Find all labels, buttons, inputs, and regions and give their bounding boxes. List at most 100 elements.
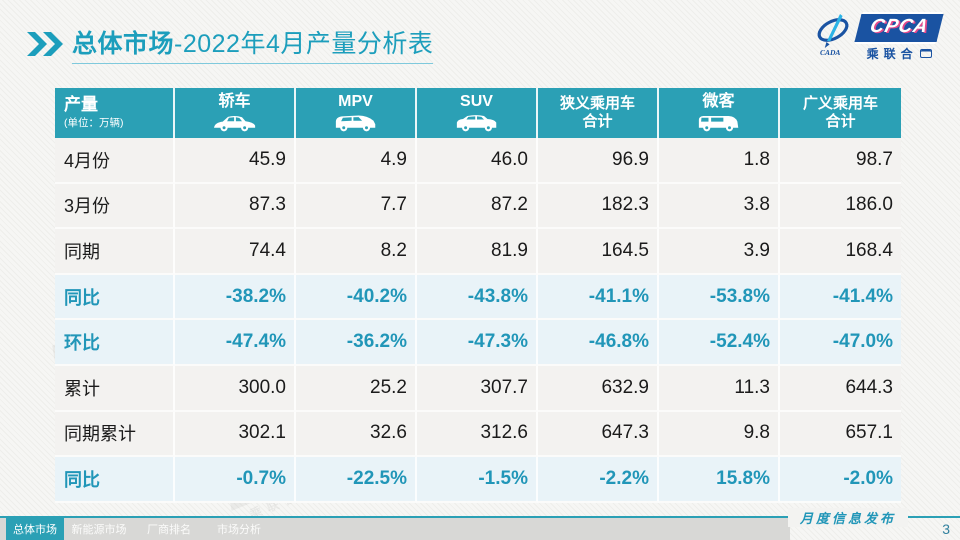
cell-narrow-total: 164.5 bbox=[538, 229, 659, 275]
column-label: 微客 bbox=[702, 93, 735, 111]
cell-mpv: 8.2 bbox=[296, 229, 417, 275]
cell-narrow-total: 182.3 bbox=[538, 183, 659, 230]
table-corner-title: 产量 bbox=[64, 94, 98, 114]
row-label: 同比 bbox=[55, 274, 175, 321]
double-chevron-right-icon bbox=[26, 30, 64, 58]
column-label: MPV bbox=[338, 93, 373, 111]
column-label: 广义乘用车 bbox=[802, 95, 878, 112]
cell-mpv: 25.2 bbox=[296, 365, 417, 412]
cell-suv: -47.3% bbox=[417, 320, 538, 366]
cell-suv: 87.2 bbox=[417, 183, 538, 230]
footer-divider-line bbox=[0, 516, 960, 518]
column-header-narrow-total: 狭义乘用车 合计 bbox=[538, 88, 659, 138]
tab-市场分析[interactable]: 市场分析 bbox=[217, 524, 261, 536]
car-grille-icon bbox=[919, 48, 932, 58]
tab-新能源市场[interactable]: 新能源市场 bbox=[71, 524, 127, 536]
cell-broad-total: 657.1 bbox=[780, 411, 901, 458]
sedan-icon bbox=[213, 113, 257, 133]
cell-mpv: -22.5% bbox=[296, 457, 417, 503]
cell-narrow-total: 632.9 bbox=[538, 365, 659, 412]
cell-suv: 46.0 bbox=[417, 138, 538, 184]
row-label: 累计 bbox=[55, 365, 175, 412]
section-tab-bar: 总体市场 新能源市场 厂商排名 市场分析 bbox=[0, 518, 790, 540]
row-label: 环比 bbox=[55, 320, 175, 366]
cell-minibus: 1.8 bbox=[659, 138, 780, 184]
row-label: 4月份 bbox=[55, 138, 175, 184]
table-row-同比: 同比 -0.7% -22.5% -1.5% -2.2% 15.8% -2.0% bbox=[55, 457, 901, 503]
cell-suv: 312.6 bbox=[417, 411, 538, 458]
cell-sedan: 87.3 bbox=[175, 183, 296, 230]
table-row-同期: 同期 74.4 8.2 81.9 164.5 3.9 168.4 bbox=[55, 229, 901, 275]
cell-minibus: 3.8 bbox=[659, 183, 780, 230]
cell-suv: 307.7 bbox=[417, 365, 538, 412]
cell-broad-total: -47.0% bbox=[780, 320, 901, 366]
column-label: SUV bbox=[460, 93, 493, 111]
table-header-row: 产量 (单位：万辆) 轿车 MPV SUV 狭义乘用车 合计 微客 广义乘用车 合计 bbox=[55, 88, 901, 138]
cell-mpv: 4.9 bbox=[296, 138, 417, 184]
cell-suv: -43.8% bbox=[417, 274, 538, 321]
cpca-logo: CADA CPCA 乘联合 bbox=[813, 13, 944, 62]
cpca-chinese-name: 乘联合 bbox=[867, 45, 932, 62]
row-label: 同期累计 bbox=[55, 411, 175, 458]
page-title: 总体市场-2022年4月产量分析表 bbox=[72, 24, 434, 64]
table-row-同期累计: 同期累计 302.1 32.6 312.6 647.3 9.8 657.1 bbox=[55, 411, 901, 458]
publication-label: 月度信息发布 bbox=[787, 508, 908, 527]
row-label: 同比 bbox=[55, 457, 175, 503]
column-label-line2: 合计 bbox=[582, 113, 613, 130]
cell-broad-total: 98.7 bbox=[780, 138, 901, 184]
cpca-swoosh-icon: CADA bbox=[813, 13, 855, 62]
table-row-累计: 累计 300.0 25.2 307.7 632.9 11.3 644.3 bbox=[55, 365, 901, 412]
cell-minibus: 9.8 bbox=[659, 411, 780, 458]
row-label: 3月份 bbox=[55, 183, 175, 230]
cell-sedan: -0.7% bbox=[175, 457, 296, 503]
row-label: 同期 bbox=[55, 229, 175, 275]
page-number: 3 bbox=[942, 521, 950, 537]
column-label-line2: 合计 bbox=[825, 113, 856, 130]
page-title-rest: -2022年4月产量分析表 bbox=[174, 30, 434, 58]
cell-minibus: 15.8% bbox=[659, 457, 780, 503]
table-body: 4月份 45.9 4.9 46.0 96.9 1.8 98.7 3月份 87.3 7.7 87.2 1… bbox=[55, 138, 901, 503]
cell-sedan: 45.9 bbox=[175, 138, 296, 184]
column-label: 轿车 bbox=[218, 93, 251, 111]
cell-broad-total: -41.4% bbox=[780, 274, 901, 321]
cell-minibus: -53.8% bbox=[659, 274, 780, 321]
minibus-icon bbox=[697, 113, 741, 133]
column-label: 狭义乘用车 bbox=[559, 95, 635, 112]
cell-narrow-total: -2.2% bbox=[538, 457, 659, 503]
svg-text:CADA: CADA bbox=[820, 48, 840, 57]
cell-sedan: 300.0 bbox=[175, 365, 296, 412]
cell-narrow-total: 647.3 bbox=[538, 411, 659, 458]
cell-mpv: 32.6 bbox=[296, 411, 417, 458]
column-header-minibus: 微客 bbox=[659, 88, 780, 138]
cell-mpv: 7.7 bbox=[296, 183, 417, 230]
column-header-broad-total: 广义乘用车 合计 bbox=[780, 88, 901, 138]
table-corner-unit: (单位：万辆) bbox=[64, 117, 124, 130]
table-row-4月份: 4月份 45.9 4.9 46.0 96.9 1.8 98.7 bbox=[55, 138, 901, 184]
cell-mpv: -36.2% bbox=[296, 320, 417, 366]
table-row-环比: 环比 -47.4% -36.2% -47.3% -46.8% -52.4% -47.0% bbox=[55, 320, 901, 366]
cpca-name-text: 乘联合 bbox=[866, 46, 918, 61]
cell-narrow-total: -46.8% bbox=[538, 320, 659, 366]
cell-mpv: -40.2% bbox=[296, 274, 417, 321]
column-header-mpv: MPV bbox=[296, 88, 417, 138]
cell-sedan: 302.1 bbox=[175, 411, 296, 458]
column-header-suv: SUV bbox=[417, 88, 538, 138]
suv-icon bbox=[455, 113, 499, 133]
page-title-section: 总体市场 bbox=[72, 30, 175, 58]
cell-minibus: -52.4% bbox=[659, 320, 780, 366]
table-row-3月份: 3月份 87.3 7.7 87.2 182.3 3.8 186.0 bbox=[55, 183, 901, 230]
cell-narrow-total: -41.1% bbox=[538, 274, 659, 321]
cell-broad-total: 186.0 bbox=[780, 183, 901, 230]
cpca-wordmark: CPCA 乘联合 bbox=[854, 13, 944, 62]
cell-sedan: -38.2% bbox=[175, 274, 296, 321]
cell-sedan: 74.4 bbox=[175, 229, 296, 275]
column-header-sedan: 轿车 bbox=[175, 88, 296, 138]
cell-broad-total: 168.4 bbox=[780, 229, 901, 275]
tab-厂商排名[interactable]: 厂商排名 bbox=[147, 524, 191, 536]
cell-minibus: 3.9 bbox=[659, 229, 780, 275]
tab-总体市场[interactable]: 总体市场 bbox=[6, 518, 64, 540]
cell-narrow-total: 96.9 bbox=[538, 138, 659, 184]
production-table: 产量 (单位：万辆) 轿车 MPV SUV 狭义乘用车 合计 微客 广义乘用车 合计 4月份 4… bbox=[55, 88, 901, 503]
table-row-同比: 同比 -38.2% -40.2% -43.8% -41.1% -53.8% -41.4% bbox=[55, 274, 901, 321]
